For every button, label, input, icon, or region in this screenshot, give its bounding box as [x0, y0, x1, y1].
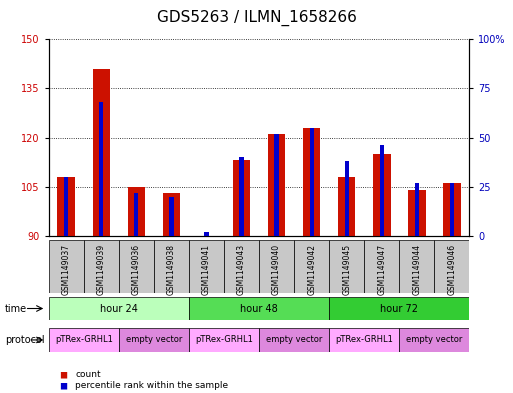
Bar [49, 328, 119, 352]
Text: GDS5263 / ILMN_1658266: GDS5263 / ILMN_1658266 [156, 10, 357, 26]
Bar [57, 177, 75, 236]
Bar [99, 102, 104, 236]
Text: GSM1149038: GSM1149038 [167, 244, 176, 295]
Bar [189, 297, 329, 320]
Text: GSM1149045: GSM1149045 [342, 244, 351, 295]
Bar [240, 157, 244, 236]
Text: protocol: protocol [5, 335, 45, 345]
Text: pTRex-GRHL1: pTRex-GRHL1 [55, 336, 113, 344]
Text: pTRex-GRHL1: pTRex-GRHL1 [336, 336, 393, 344]
Bar [49, 297, 189, 320]
Bar [364, 240, 399, 293]
Text: hour 72: hour 72 [380, 303, 418, 314]
Bar [189, 328, 259, 352]
Bar [64, 177, 68, 236]
Text: pTRex-GRHL1: pTRex-GRHL1 [195, 336, 253, 344]
Bar [163, 193, 180, 236]
Bar [189, 240, 224, 293]
Bar [415, 183, 419, 236]
Text: hour 48: hour 48 [240, 303, 278, 314]
Bar [294, 240, 329, 293]
Text: GSM1149036: GSM1149036 [132, 244, 141, 295]
Bar [309, 128, 314, 236]
Bar [399, 328, 469, 352]
Bar [380, 145, 384, 236]
Text: empty vector: empty vector [406, 336, 463, 344]
Text: GSM1149046: GSM1149046 [447, 244, 457, 295]
Text: ◼: ◼ [59, 380, 67, 390]
Bar [303, 128, 321, 236]
Text: GSM1149037: GSM1149037 [62, 244, 71, 295]
Text: GSM1149044: GSM1149044 [412, 244, 421, 295]
Text: time: time [5, 303, 27, 314]
Text: ◼: ◼ [59, 369, 67, 379]
Bar [443, 184, 461, 236]
Text: GSM1149041: GSM1149041 [202, 244, 211, 295]
Text: GSM1149047: GSM1149047 [377, 244, 386, 295]
Text: count: count [75, 370, 101, 378]
Bar [259, 328, 329, 352]
Bar [373, 154, 390, 236]
Text: empty vector: empty vector [126, 336, 182, 344]
Bar [274, 134, 279, 236]
Bar [329, 328, 399, 352]
Bar [450, 183, 454, 236]
Bar [154, 240, 189, 293]
Bar [204, 232, 209, 236]
Bar [408, 190, 426, 236]
Bar [259, 240, 294, 293]
Bar [169, 196, 173, 236]
Bar [345, 161, 349, 236]
Bar [268, 134, 285, 236]
Bar [224, 240, 259, 293]
Bar [128, 187, 145, 236]
Text: percentile rank within the sample: percentile rank within the sample [75, 381, 228, 389]
Bar [92, 69, 110, 236]
Bar [134, 193, 139, 236]
Bar [435, 240, 469, 293]
Bar [399, 240, 435, 293]
Text: GSM1149042: GSM1149042 [307, 244, 316, 295]
Bar [119, 328, 189, 352]
Bar [329, 240, 364, 293]
Bar [338, 177, 356, 236]
Text: GSM1149039: GSM1149039 [97, 244, 106, 295]
Bar [84, 240, 119, 293]
Text: GSM1149043: GSM1149043 [237, 244, 246, 295]
Bar [49, 240, 84, 293]
Text: empty vector: empty vector [266, 336, 322, 344]
Text: hour 24: hour 24 [100, 303, 138, 314]
Bar [329, 297, 469, 320]
Bar [233, 160, 250, 236]
Bar [119, 240, 154, 293]
Text: GSM1149040: GSM1149040 [272, 244, 281, 295]
